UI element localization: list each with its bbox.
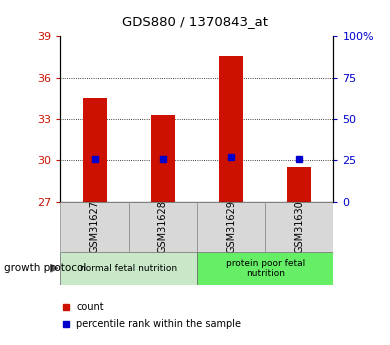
Text: GSM31630: GSM31630	[294, 200, 304, 253]
Bar	[83, 98, 106, 202]
Text: GSM31627: GSM31627	[90, 200, 99, 253]
Polygon shape	[51, 265, 58, 272]
Text: percentile rank within the sample: percentile rank within the sample	[76, 319, 241, 329]
Bar	[60, 202, 129, 252]
Text: GSM31629: GSM31629	[226, 200, 236, 253]
Bar	[265, 202, 333, 252]
Bar	[151, 115, 175, 202]
Text: normal fetal nutrition: normal fetal nutrition	[80, 264, 177, 273]
Text: GSM31628: GSM31628	[158, 200, 168, 253]
Bar	[287, 167, 311, 202]
Bar	[219, 56, 243, 202]
Bar	[197, 252, 333, 285]
Bar	[197, 202, 265, 252]
Text: growth protocol: growth protocol	[4, 263, 86, 273]
Text: count: count	[76, 302, 104, 312]
Bar	[60, 252, 197, 285]
Bar	[129, 202, 197, 252]
Text: GDS880 / 1370843_at: GDS880 / 1370843_at	[122, 16, 268, 29]
Text: protein poor fetal
nutrition: protein poor fetal nutrition	[225, 258, 305, 278]
